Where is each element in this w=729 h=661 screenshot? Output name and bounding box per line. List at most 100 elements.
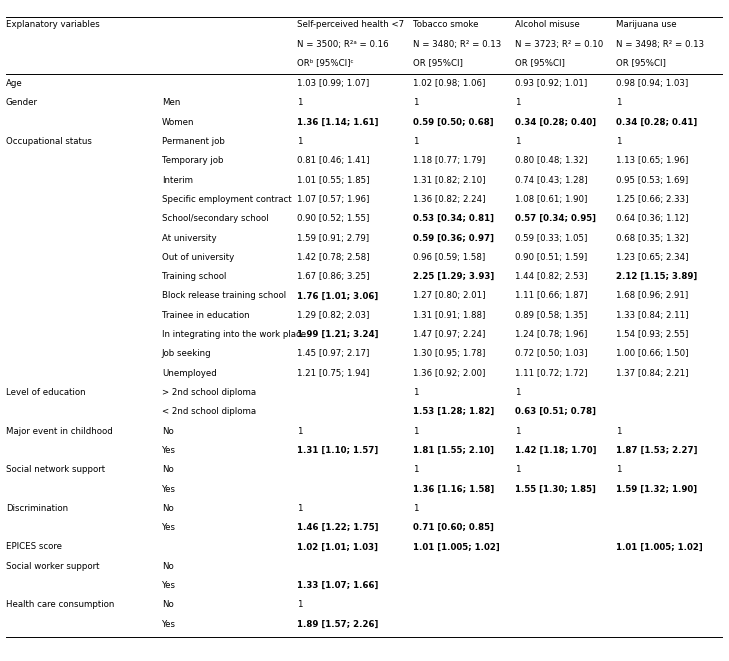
Text: 1.07 [0.57; 1.96]: 1.07 [0.57; 1.96] <box>297 195 370 204</box>
Text: Yes: Yes <box>162 446 176 455</box>
Text: 1.42 [0.78; 2.58]: 1.42 [0.78; 2.58] <box>297 253 370 262</box>
Text: OR [95%CI]: OR [95%CI] <box>616 58 666 67</box>
Text: 0.96 [0.59; 1.58]: 0.96 [0.59; 1.58] <box>413 253 485 262</box>
Text: 1.36 [0.82; 2.24]: 1.36 [0.82; 2.24] <box>413 195 485 204</box>
Text: 1.31 [1.10; 1.57]: 1.31 [1.10; 1.57] <box>297 446 378 455</box>
Text: 1: 1 <box>413 426 418 436</box>
Text: 0.57 [0.34; 0.95]: 0.57 [0.34; 0.95] <box>515 214 596 223</box>
Text: 1.23 [0.65; 2.34]: 1.23 [0.65; 2.34] <box>616 253 688 262</box>
Text: 1.03 [0.99; 1.07]: 1.03 [0.99; 1.07] <box>297 79 370 88</box>
Text: 1.02 [1.01; 1.03]: 1.02 [1.01; 1.03] <box>297 543 378 551</box>
Text: 1.08 [0.61; 1.90]: 1.08 [0.61; 1.90] <box>515 195 587 204</box>
Text: Out of university: Out of university <box>162 253 234 262</box>
Text: 1.46 [1.22; 1.75]: 1.46 [1.22; 1.75] <box>297 523 379 532</box>
Text: Discrimination: Discrimination <box>6 504 68 513</box>
Text: 1: 1 <box>297 98 303 108</box>
Text: 1.37 [0.84; 2.21]: 1.37 [0.84; 2.21] <box>616 369 688 377</box>
Text: 1.29 [0.82; 2.03]: 1.29 [0.82; 2.03] <box>297 311 370 320</box>
Text: 1.59 [1.32; 1.90]: 1.59 [1.32; 1.90] <box>616 485 697 494</box>
Text: 1.13 [0.65; 1.96]: 1.13 [0.65; 1.96] <box>616 157 688 165</box>
Text: 1.30 [0.95; 1.78]: 1.30 [0.95; 1.78] <box>413 350 485 358</box>
Text: Job seeking: Job seeking <box>162 350 211 358</box>
Text: < 2nd school diploma: < 2nd school diploma <box>162 407 256 416</box>
Text: 0.72 [0.50; 1.03]: 0.72 [0.50; 1.03] <box>515 350 587 358</box>
Text: 1.02 [0.98; 1.06]: 1.02 [0.98; 1.06] <box>413 79 485 88</box>
Text: 1: 1 <box>616 465 622 474</box>
Text: 0.53 [0.34; 0.81]: 0.53 [0.34; 0.81] <box>413 214 494 223</box>
Text: 0.90 [0.51; 1.59]: 0.90 [0.51; 1.59] <box>515 253 587 262</box>
Text: 0.95 [0.53; 1.69]: 0.95 [0.53; 1.69] <box>616 176 688 184</box>
Text: 0.63 [0.51; 0.78]: 0.63 [0.51; 0.78] <box>515 407 596 416</box>
Text: ORᵇ [95%CI]ᶜ: ORᵇ [95%CI]ᶜ <box>297 58 354 67</box>
Text: 1: 1 <box>515 388 521 397</box>
Text: 1: 1 <box>297 504 303 513</box>
Text: Marijuana use: Marijuana use <box>616 20 677 29</box>
Text: Alcohol misuse: Alcohol misuse <box>515 20 580 29</box>
Text: N = 3480; R² = 0.13: N = 3480; R² = 0.13 <box>413 40 501 49</box>
Text: N = 3723; R² = 0.10: N = 3723; R² = 0.10 <box>515 40 603 49</box>
Text: 1.68 [0.96; 2.91]: 1.68 [0.96; 2.91] <box>616 292 688 301</box>
Text: In integrating into the work place: In integrating into the work place <box>162 330 306 339</box>
Text: 1.11 [0.72; 1.72]: 1.11 [0.72; 1.72] <box>515 369 587 377</box>
Text: Men: Men <box>162 98 180 108</box>
Text: 1: 1 <box>616 137 622 146</box>
Text: 1: 1 <box>413 137 418 146</box>
Text: No: No <box>162 562 174 570</box>
Text: 1.54 [0.93; 2.55]: 1.54 [0.93; 2.55] <box>616 330 688 339</box>
Text: 1.42 [1.18; 1.70]: 1.42 [1.18; 1.70] <box>515 446 596 455</box>
Text: 0.71 [0.60; 0.85]: 0.71 [0.60; 0.85] <box>413 523 494 532</box>
Text: 0.89 [0.58; 1.35]: 0.89 [0.58; 1.35] <box>515 311 587 320</box>
Text: Interim: Interim <box>162 176 193 184</box>
Text: Yes: Yes <box>162 581 176 590</box>
Text: 0.59 [0.33; 1.05]: 0.59 [0.33; 1.05] <box>515 233 587 243</box>
Text: 0.98 [0.94; 1.03]: 0.98 [0.94; 1.03] <box>616 79 688 88</box>
Text: 1: 1 <box>297 426 303 436</box>
Text: Gender: Gender <box>6 98 38 108</box>
Text: 1: 1 <box>515 465 521 474</box>
Text: Age: Age <box>6 79 23 88</box>
Text: 1: 1 <box>515 98 521 108</box>
Text: 1: 1 <box>515 137 521 146</box>
Text: No: No <box>162 504 174 513</box>
Text: Major event in childhood: Major event in childhood <box>6 426 112 436</box>
Text: > 2nd school diploma: > 2nd school diploma <box>162 388 256 397</box>
Text: 1.25 [0.66; 2.33]: 1.25 [0.66; 2.33] <box>616 195 688 204</box>
Text: Women: Women <box>162 118 195 127</box>
Text: 1.36 [0.92; 2.00]: 1.36 [0.92; 2.00] <box>413 369 485 377</box>
Text: Unemployed: Unemployed <box>162 369 217 377</box>
Text: 1.53 [1.28; 1.82]: 1.53 [1.28; 1.82] <box>413 407 494 416</box>
Text: 1: 1 <box>413 98 418 108</box>
Text: 0.34 [0.28; 0.41]: 0.34 [0.28; 0.41] <box>616 118 697 127</box>
Text: Yes: Yes <box>162 523 176 532</box>
Text: Trainee in education: Trainee in education <box>162 311 249 320</box>
Text: 1.89 [1.57; 2.26]: 1.89 [1.57; 2.26] <box>297 619 379 629</box>
Text: Tobacco smoke: Tobacco smoke <box>413 20 478 29</box>
Text: 1.24 [0.78; 1.96]: 1.24 [0.78; 1.96] <box>515 330 587 339</box>
Text: No: No <box>162 600 174 609</box>
Text: 1: 1 <box>413 388 418 397</box>
Text: 0.81 [0.46; 1.41]: 0.81 [0.46; 1.41] <box>297 157 370 165</box>
Text: 1.87 [1.53; 2.27]: 1.87 [1.53; 2.27] <box>616 446 698 455</box>
Text: 1.36 [1.14; 1.61]: 1.36 [1.14; 1.61] <box>297 118 379 127</box>
Text: 2.12 [1.15; 3.89]: 2.12 [1.15; 3.89] <box>616 272 697 281</box>
Text: Temporary job: Temporary job <box>162 157 223 165</box>
Text: 1.01 [1.005; 1.02]: 1.01 [1.005; 1.02] <box>616 543 703 551</box>
Text: 1: 1 <box>616 426 622 436</box>
Text: Permanent job: Permanent job <box>162 137 225 146</box>
Text: N = 3500; R²ᵃ = 0.16: N = 3500; R²ᵃ = 0.16 <box>297 40 389 49</box>
Text: 1: 1 <box>297 137 303 146</box>
Text: 0.59 [0.50; 0.68]: 0.59 [0.50; 0.68] <box>413 118 494 127</box>
Text: Yes: Yes <box>162 619 176 629</box>
Text: 1.44 [0.82; 2.53]: 1.44 [0.82; 2.53] <box>515 272 587 281</box>
Text: Explanatory variables: Explanatory variables <box>6 20 100 29</box>
Text: 0.59 [0.36; 0.97]: 0.59 [0.36; 0.97] <box>413 233 494 243</box>
Text: Social worker support: Social worker support <box>6 562 99 570</box>
Text: 0.80 [0.48; 1.32]: 0.80 [0.48; 1.32] <box>515 157 587 165</box>
Text: 0.93 [0.92; 1.01]: 0.93 [0.92; 1.01] <box>515 79 587 88</box>
Text: 1.99 [1.21; 3.24]: 1.99 [1.21; 3.24] <box>297 330 379 339</box>
Text: OR [95%CI]: OR [95%CI] <box>413 58 462 67</box>
Text: 1.55 [1.30; 1.85]: 1.55 [1.30; 1.85] <box>515 485 596 494</box>
Text: 1: 1 <box>515 426 521 436</box>
Text: 1.00 [0.66; 1.50]: 1.00 [0.66; 1.50] <box>616 350 688 358</box>
Text: 1.21 [0.75; 1.94]: 1.21 [0.75; 1.94] <box>297 369 370 377</box>
